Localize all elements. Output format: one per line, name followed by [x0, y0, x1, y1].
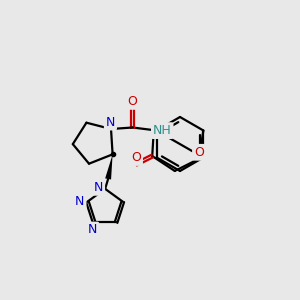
Text: O: O: [131, 151, 141, 164]
Text: O: O: [194, 146, 204, 159]
Text: N: N: [106, 116, 115, 129]
Text: N: N: [88, 224, 98, 236]
Text: N: N: [75, 195, 85, 208]
Text: N: N: [94, 181, 103, 194]
Text: O: O: [128, 95, 138, 108]
Text: N: N: [106, 116, 115, 129]
Text: O: O: [131, 151, 141, 164]
Text: NH: NH: [154, 124, 171, 137]
Text: O: O: [194, 146, 204, 159]
Text: NH: NH: [153, 124, 172, 137]
Text: O: O: [128, 95, 138, 108]
Text: N: N: [88, 224, 98, 236]
Text: N: N: [94, 181, 103, 194]
Polygon shape: [105, 154, 112, 179]
Text: N: N: [75, 195, 85, 208]
